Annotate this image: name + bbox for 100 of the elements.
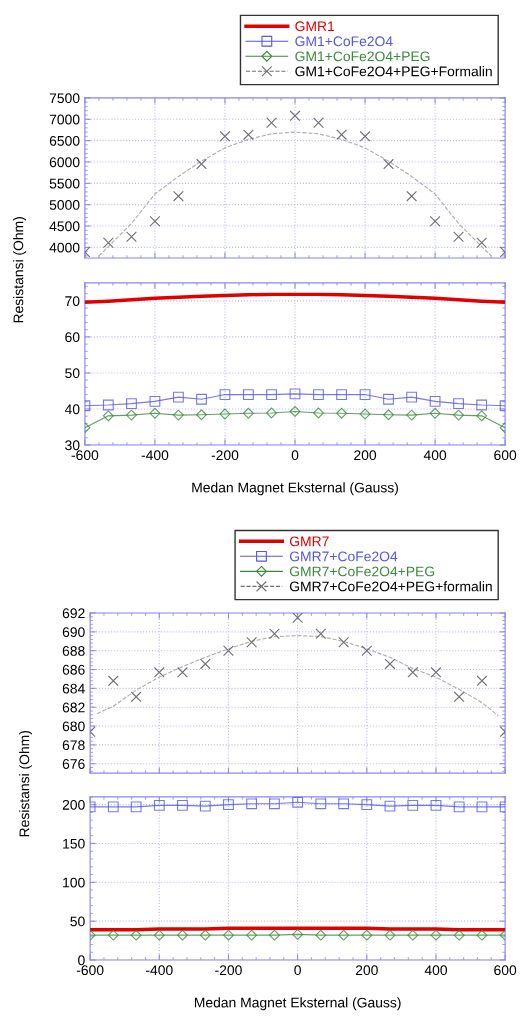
point [289, 110, 301, 122]
y-tick-label: 150 [63, 838, 85, 849]
point [172, 409, 184, 421]
point [107, 675, 119, 687]
point [243, 389, 254, 400]
y-tick-label: 7000 [49, 114, 80, 125]
point [223, 799, 234, 811]
y-tick-label: 50 [65, 368, 80, 379]
y-tick-label: 692 [62, 608, 85, 619]
point [172, 190, 184, 202]
point [383, 158, 394, 170]
point [266, 117, 277, 129]
point [315, 798, 327, 810]
legend-label: GMR7+CoFe2O4+PEG [289, 566, 435, 577]
point [292, 613, 304, 624]
x-tick-label: 200 [355, 965, 378, 976]
y-tick-label: 50 [70, 916, 85, 927]
point [407, 799, 419, 811]
point [153, 929, 165, 941]
point [361, 799, 373, 811]
point [199, 658, 211, 670]
x-tick-label: 600 [494, 450, 517, 461]
y-tick-label: 70 [65, 296, 80, 307]
point [149, 396, 161, 407]
y-tick-label: 682 [62, 702, 85, 713]
point [430, 666, 442, 678]
point [269, 628, 280, 640]
y-tick-label: 688 [62, 646, 85, 656]
point [313, 389, 324, 400]
y-axis-title: Resistansi (Ohm) [13, 217, 27, 323]
legend-label: GM1+CoFe2O4+PEG+Formalin [295, 66, 492, 77]
point [177, 666, 188, 678]
point [246, 798, 258, 810]
point [223, 645, 234, 657]
point [292, 928, 304, 940]
y-tick-label: 60 [65, 332, 80, 343]
y-tick-label: 6000 [49, 157, 80, 168]
point [102, 237, 114, 249]
line-series [98, 131, 492, 257]
point [246, 929, 258, 941]
y-tick-label: 100 [63, 877, 85, 888]
point [406, 409, 418, 421]
point [430, 929, 442, 941]
x-tick-label: -200 [215, 965, 242, 976]
point [359, 130, 371, 142]
point [177, 929, 188, 941]
point [126, 409, 137, 421]
point [102, 410, 114, 422]
point [315, 628, 327, 640]
point [126, 231, 137, 243]
x-axis-title: Medan Magnet Eksternal (Gauss) [194, 997, 401, 1011]
y-tick-label: 7500 [49, 93, 80, 104]
y-tick-label: 200 [62, 799, 85, 810]
point [153, 666, 165, 678]
point [361, 929, 373, 941]
point [107, 801, 119, 813]
point [338, 636, 350, 648]
point [199, 800, 211, 812]
point [406, 190, 418, 202]
point [453, 231, 464, 243]
point [336, 129, 348, 141]
x-tick-label: -400 [146, 965, 173, 976]
y-tick-label: 0 [78, 955, 85, 966]
legend-label: GMR7 [289, 536, 329, 547]
point [338, 798, 350, 810]
x-tick-label: 0 [291, 450, 299, 461]
point [268, 929, 280, 941]
point [219, 130, 231, 142]
y-tick-label: 30 [65, 440, 80, 451]
point [219, 408, 231, 420]
x-tick-label: -400 [141, 450, 169, 461]
point [429, 407, 441, 419]
point [222, 929, 234, 941]
point [336, 389, 348, 400]
point [429, 215, 441, 227]
point [476, 399, 488, 411]
point [476, 237, 488, 249]
point [266, 407, 278, 419]
y-tick-label: 6500 [49, 135, 80, 146]
point [361, 645, 373, 657]
y-tick-label: 690 [62, 627, 85, 638]
x-tick-label: 600 [494, 965, 517, 976]
point [130, 801, 142, 813]
y-tick-label: 678 [62, 740, 85, 751]
point [384, 929, 396, 941]
legend-label: GMR1 [295, 21, 335, 32]
y-tick-label: 676 [62, 759, 85, 769]
point [476, 801, 488, 813]
x-axis-title: Medan Magnet Eksternal (Gauss) [192, 482, 398, 496]
x-tick-label: -600 [76, 965, 104, 976]
point [359, 408, 371, 420]
point [149, 215, 161, 227]
point [476, 410, 488, 422]
point [199, 929, 211, 941]
point [107, 929, 119, 941]
point [315, 929, 327, 941]
point [196, 409, 207, 421]
point [476, 675, 488, 687]
point [219, 389, 231, 400]
point [243, 129, 254, 141]
